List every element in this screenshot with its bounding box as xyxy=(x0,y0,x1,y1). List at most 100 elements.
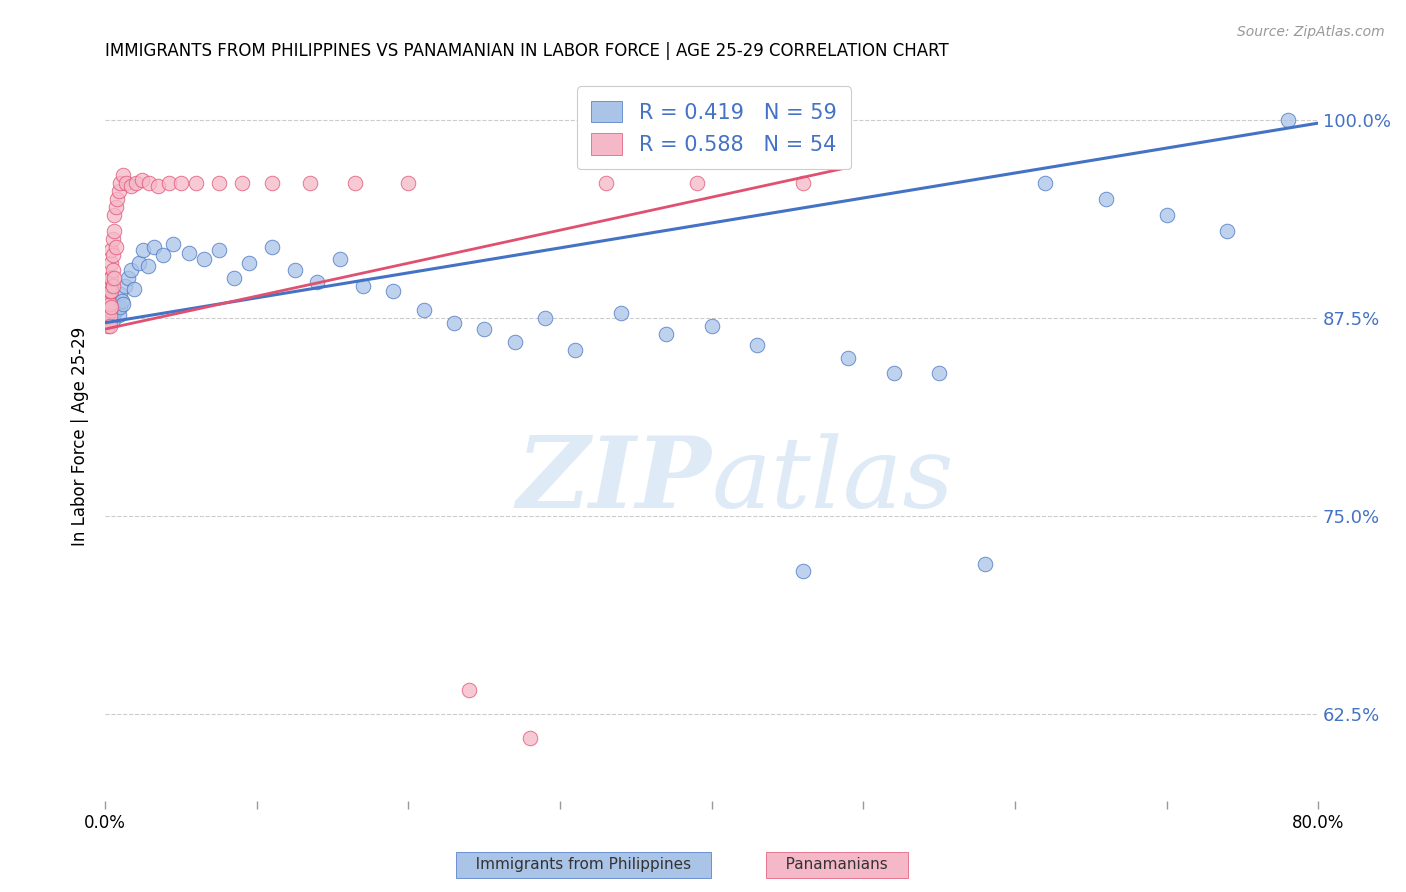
Point xyxy=(177,246,200,260)
Point xyxy=(112,169,135,183)
Point xyxy=(101,279,124,293)
Point xyxy=(1033,177,1056,191)
Point xyxy=(564,343,586,357)
Text: atlas: atlas xyxy=(711,433,955,528)
Point xyxy=(98,277,121,292)
Text: ZIP: ZIP xyxy=(516,433,711,529)
Point xyxy=(104,303,127,318)
Point xyxy=(352,279,374,293)
Point xyxy=(162,236,184,251)
Point xyxy=(97,306,120,320)
Point xyxy=(97,281,120,295)
Y-axis label: In Labor Force | Age 25-29: In Labor Force | Age 25-29 xyxy=(72,327,89,547)
Point xyxy=(136,259,159,273)
Point xyxy=(655,326,678,341)
Point xyxy=(103,293,125,308)
Point xyxy=(97,300,120,314)
Text: Immigrants from Philippines: Immigrants from Philippines xyxy=(461,857,706,872)
Point xyxy=(100,300,122,314)
Point xyxy=(96,303,118,318)
Point xyxy=(115,177,138,191)
Point xyxy=(609,306,631,320)
Point xyxy=(132,243,155,257)
Point xyxy=(124,177,146,191)
Point xyxy=(111,293,134,308)
Point xyxy=(142,240,165,254)
Point xyxy=(96,297,118,311)
Point xyxy=(101,263,124,277)
Point xyxy=(472,322,495,336)
Point xyxy=(747,338,769,352)
Point xyxy=(98,297,121,311)
Point xyxy=(101,300,124,314)
Point xyxy=(193,252,215,267)
Point xyxy=(98,303,121,318)
Point xyxy=(98,306,121,320)
Point xyxy=(105,298,128,312)
Point xyxy=(412,303,434,318)
Point xyxy=(98,310,121,324)
Point xyxy=(443,316,465,330)
Point xyxy=(519,731,541,745)
Point xyxy=(344,177,367,191)
Point xyxy=(110,300,132,314)
Point xyxy=(103,306,125,320)
Point xyxy=(122,283,145,297)
Point xyxy=(398,177,420,191)
Point xyxy=(98,284,121,298)
Point xyxy=(298,177,321,191)
Point xyxy=(128,255,150,269)
Text: IMMIGRANTS FROM PHILIPPINES VS PANAMANIAN IN LABOR FORCE | AGE 25-29 CORRELATION: IMMIGRANTS FROM PHILIPPINES VS PANAMANIA… xyxy=(105,42,949,60)
Point xyxy=(100,271,122,285)
Point xyxy=(595,177,617,191)
Point xyxy=(329,252,352,267)
Point xyxy=(157,177,180,191)
Point xyxy=(534,310,557,325)
Point xyxy=(104,240,127,254)
Point xyxy=(382,284,405,298)
Point xyxy=(117,271,139,285)
Point xyxy=(837,351,859,365)
Point xyxy=(222,271,245,285)
Point xyxy=(120,179,142,194)
Point xyxy=(97,293,120,308)
Point xyxy=(105,192,128,206)
Point xyxy=(1277,112,1299,127)
Point xyxy=(883,367,905,381)
Point xyxy=(101,247,124,261)
Point xyxy=(97,300,120,314)
Point xyxy=(98,271,121,285)
Point xyxy=(503,334,526,349)
Point xyxy=(97,310,120,325)
Point xyxy=(973,557,995,571)
Legend: R = 0.419   N = 59, R = 0.588   N = 54: R = 0.419 N = 59, R = 0.588 N = 54 xyxy=(576,87,852,169)
Point xyxy=(96,310,118,324)
Point xyxy=(97,287,120,301)
Point xyxy=(208,243,231,257)
Point xyxy=(103,224,125,238)
Point xyxy=(100,310,122,324)
Point xyxy=(100,284,122,298)
Point xyxy=(307,275,329,289)
Point xyxy=(186,177,208,191)
Point xyxy=(260,240,283,254)
Point xyxy=(284,263,307,277)
Point xyxy=(103,271,125,285)
Point xyxy=(1095,192,1118,206)
Point xyxy=(148,179,170,194)
Text: Panamanians: Panamanians xyxy=(770,857,903,872)
Point xyxy=(131,173,153,187)
Point xyxy=(108,308,131,322)
Point xyxy=(458,683,481,698)
Point xyxy=(108,184,131,198)
Point xyxy=(101,232,124,246)
Point xyxy=(100,255,122,269)
Point xyxy=(792,177,814,191)
Point xyxy=(98,297,121,311)
Point xyxy=(110,177,132,191)
Point xyxy=(100,243,122,257)
Point xyxy=(110,287,132,301)
Point xyxy=(96,303,118,318)
Point xyxy=(700,318,723,333)
Point xyxy=(792,565,814,579)
